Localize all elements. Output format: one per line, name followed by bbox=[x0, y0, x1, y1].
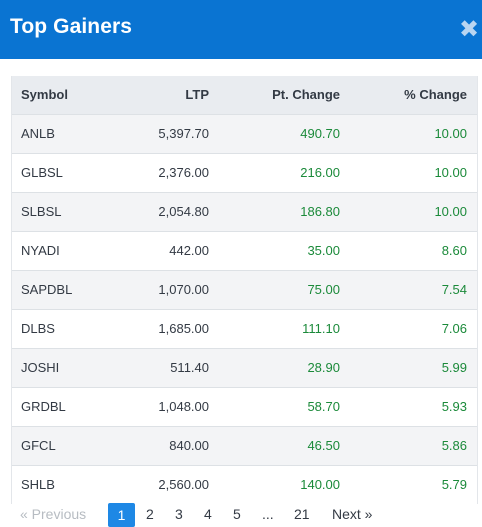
cell-pct-change: 5.86 bbox=[441, 438, 467, 453]
cell-symbol[interactable]: SLBSL bbox=[21, 204, 62, 219]
cell-pct-change: 7.54 bbox=[441, 282, 467, 297]
cell-ltp: 5,397.70 bbox=[158, 126, 209, 141]
cell-pt-change: 35.00 bbox=[307, 243, 340, 258]
pagination-page-21[interactable]: 21 bbox=[294, 506, 310, 522]
cell-symbol[interactable]: GRDBL bbox=[21, 399, 66, 414]
cell-ltp: 1,070.00 bbox=[158, 282, 209, 297]
column-header-symbol[interactable]: Symbol bbox=[21, 87, 68, 103]
close-icon[interactable]: ✖ bbox=[458, 16, 480, 43]
pagination-page-1[interactable]: 1 bbox=[108, 503, 135, 527]
table-row: GLBSL 2,376.00 216.00 10.00 bbox=[12, 153, 477, 192]
cell-pt-change: 490.70 bbox=[300, 126, 340, 141]
cell-pt-change: 216.00 bbox=[300, 165, 340, 180]
pagination-next[interactable]: Next » bbox=[332, 506, 373, 522]
cell-pct-change: 8.60 bbox=[441, 243, 467, 258]
cell-pct-change: 10.00 bbox=[434, 126, 467, 141]
table-row: GFCL 840.00 46.50 5.86 bbox=[12, 426, 477, 465]
table-row: NYADI 442.00 35.00 8.60 bbox=[12, 231, 477, 270]
pagination-page-3[interactable]: 3 bbox=[175, 506, 183, 522]
cell-pt-change: 58.70 bbox=[307, 399, 340, 414]
table-row: SLBSL 2,054.80 186.80 10.00 bbox=[12, 192, 477, 231]
modal-title: Top Gainers bbox=[10, 15, 133, 38]
cell-pct-change: 5.93 bbox=[441, 399, 467, 414]
table-header-row: Symbol LTP Pt. Change % Change bbox=[12, 76, 477, 114]
table-row: GRDBL 1,048.00 58.70 5.93 bbox=[12, 387, 477, 426]
cell-ltp: 2,054.80 bbox=[158, 204, 209, 219]
cell-pt-change: 186.80 bbox=[300, 204, 340, 219]
cell-ltp: 511.40 bbox=[170, 360, 209, 375]
cell-ltp: 442.00 bbox=[169, 243, 209, 258]
cell-pct-change: 5.79 bbox=[441, 477, 467, 493]
column-header-ltp[interactable]: LTP bbox=[185, 87, 209, 103]
cell-ltp: 1,048.00 bbox=[158, 399, 209, 414]
cell-symbol[interactable]: SHLB bbox=[21, 477, 55, 493]
table-row: SHLB 2,560.00 140.00 5.79 bbox=[12, 465, 477, 504]
cell-pt-change: 28.90 bbox=[307, 360, 340, 375]
cell-pct-change: 10.00 bbox=[434, 204, 467, 219]
cell-symbol[interactable]: GFCL bbox=[21, 438, 56, 453]
pagination: « Previous 1 2 3 4 5 ... 21 Next » bbox=[11, 503, 481, 527]
pagination-page-2[interactable]: 2 bbox=[146, 506, 154, 522]
gainers-table-container: Symbol LTP Pt. Change % Change ANLB 5,39… bbox=[11, 76, 478, 504]
cell-ltp: 840.00 bbox=[169, 438, 209, 453]
cell-ltp: 2,376.00 bbox=[158, 165, 209, 180]
pagination-page-4[interactable]: 4 bbox=[204, 506, 212, 522]
cell-pct-change: 7.06 bbox=[441, 321, 467, 336]
column-header-pct-change[interactable]: % Change bbox=[404, 87, 467, 103]
cell-pt-change: 140.00 bbox=[300, 477, 340, 493]
table-row: ANLB 5,397.70 490.70 10.00 bbox=[12, 114, 477, 153]
cell-pt-change: 75.00 bbox=[307, 282, 340, 297]
cell-symbol[interactable]: SAPDBL bbox=[21, 282, 73, 297]
pagination-previous[interactable]: « Previous bbox=[20, 506, 87, 522]
cell-symbol[interactable]: NYADI bbox=[21, 243, 60, 258]
table-row: JOSHI 511.40 28.90 5.99 bbox=[12, 348, 477, 387]
cell-pt-change: 46.50 bbox=[307, 438, 340, 453]
cell-symbol[interactable]: DLBS bbox=[21, 321, 55, 336]
table-row: SAPDBL 1,070.00 75.00 7.54 bbox=[12, 270, 477, 309]
pagination-page-5[interactable]: 5 bbox=[233, 506, 241, 522]
column-header-pt-change[interactable]: Pt. Change bbox=[272, 87, 340, 103]
cell-ltp: 2,560.00 bbox=[158, 477, 209, 493]
cell-pct-change: 5.99 bbox=[441, 360, 467, 375]
cell-pt-change: 111.10 bbox=[302, 321, 340, 336]
modal-header: Top Gainers ✖ bbox=[0, 0, 482, 59]
table-row: DLBS 1,685.00 111.10 7.06 bbox=[12, 309, 477, 348]
cell-symbol[interactable]: ANLB bbox=[21, 126, 55, 141]
pagination-ellipsis: ... bbox=[262, 506, 274, 522]
cell-symbol[interactable]: GLBSL bbox=[21, 165, 63, 180]
cell-ltp: 1,685.00 bbox=[158, 321, 209, 336]
cell-symbol[interactable]: JOSHI bbox=[21, 360, 60, 375]
gainers-table: Symbol LTP Pt. Change % Change ANLB 5,39… bbox=[12, 76, 477, 504]
cell-pct-change: 10.00 bbox=[434, 165, 467, 180]
